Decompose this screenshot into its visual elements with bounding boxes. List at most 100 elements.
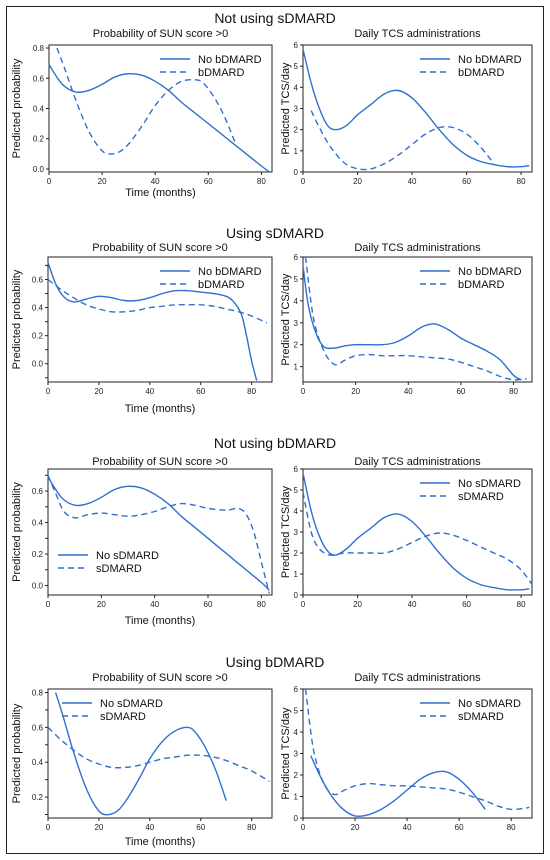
legend-label: No bDMARD (198, 54, 262, 66)
y-tick-label: 5 (294, 707, 299, 716)
chart-title: Probability of SUN score >0 (92, 242, 227, 254)
y-tick-label: 6 (294, 41, 299, 50)
x-tick-label: 0 (301, 387, 306, 396)
x-tick-label: 0 (46, 823, 51, 832)
section-title: Not using sDMARD (214, 10, 335, 26)
x-tick-label: 20 (97, 600, 106, 609)
chart-title: Daily TCS administrations (354, 672, 481, 684)
y-tick-label: 1 (294, 793, 299, 802)
legend-label: No sDMARD (100, 698, 163, 710)
y-tick-label: 0.2 (32, 332, 44, 341)
legend-label: sDMARD (96, 563, 142, 575)
y-tick-label: 0.4 (32, 519, 44, 528)
y-tick-label: 3 (294, 105, 299, 114)
y-tick-label: 0.0 (32, 360, 44, 369)
y-tick-label: 1 (294, 363, 299, 372)
series-line-sdmard (47, 475, 270, 594)
y-axis-label: Predicted TCS/day (280, 485, 292, 578)
y-tick-label: 2 (294, 771, 299, 780)
x-tick-label: 60 (462, 600, 471, 609)
legend-label: bDMARD (198, 279, 245, 291)
y-tick-label: 0.2 (32, 550, 44, 559)
series-line-no-bdmard (302, 265, 522, 381)
legend-label: No bDMARD (458, 54, 522, 66)
y-tick-label: 0.6 (33, 74, 45, 83)
section-title: Using sDMARD (226, 225, 324, 241)
x-tick-label: 0 (46, 387, 51, 396)
legend-label: No bDMARD (198, 266, 262, 278)
series-line-bdmard (56, 47, 236, 155)
x-tick-label: 80 (257, 177, 266, 186)
x-tick-label: 60 (456, 387, 465, 396)
x-axis-label: Time (months) (125, 187, 196, 199)
x-tick-label: 60 (204, 177, 213, 186)
legend-label: sDMARD (458, 491, 504, 503)
x-tick-label: 80 (257, 600, 266, 609)
y-tick-label: 4 (294, 728, 299, 737)
y-tick-label: 0.6 (32, 723, 44, 732)
section-title: Using bDMARD (226, 654, 325, 670)
x-tick-label: 20 (94, 823, 103, 832)
y-tick-label: 0.4 (32, 758, 44, 767)
x-tick-label: 60 (455, 823, 464, 832)
x-tick-label: 20 (351, 387, 360, 396)
y-tick-label: 3 (294, 319, 299, 328)
x-tick-label: 40 (408, 600, 417, 609)
legend-label: No bDMARD (458, 266, 522, 278)
x-tick-label: 0 (301, 600, 306, 609)
plot-frame (47, 468, 273, 596)
x-tick-label: 80 (507, 823, 516, 832)
x-tick-label: 80 (247, 387, 256, 396)
y-tick-label: 5 (294, 62, 299, 71)
x-tick-label: 60 (196, 823, 205, 832)
y-tick-label: 5 (294, 275, 299, 284)
chart-title: Probability of SUN score >0 (92, 456, 227, 468)
y-tick-label: 2 (294, 341, 299, 350)
x-tick-label: 40 (404, 387, 413, 396)
legend-label: bDMARD (198, 67, 245, 79)
legend-label: No sDMARD (458, 698, 521, 710)
series-line-no-sdmard (47, 476, 270, 591)
plot-frame (47, 256, 273, 383)
x-tick-label: 80 (247, 823, 256, 832)
x-axis-label: Time (months) (125, 836, 196, 848)
x-tick-label: 0 (47, 177, 52, 186)
y-tick-label: 0.4 (32, 304, 44, 313)
x-tick-label: 20 (351, 823, 360, 832)
y-tick-label: 6 (294, 465, 299, 474)
y-tick-label: 0.0 (33, 165, 45, 174)
y-tick-label: 3 (294, 528, 299, 537)
y-tick-label: 0 (294, 814, 299, 823)
series-line-bdmard (47, 278, 268, 324)
y-tick-label: 6 (294, 685, 299, 694)
y-tick-label: 0 (294, 168, 299, 177)
y-tick-label: 4 (294, 297, 299, 306)
legend-label: bDMARD (458, 67, 505, 79)
x-tick-label: 20 (98, 177, 107, 186)
chart-title: Probability of SUN score >0 (92, 672, 227, 684)
outer-frame (6, 6, 544, 854)
series-line-no-bdmard (48, 64, 270, 173)
series-line-no-sdmard (302, 473, 530, 591)
x-tick-label: 40 (145, 823, 154, 832)
y-axis-label: Predicted probability (11, 482, 23, 582)
y-tick-label: 0.6 (32, 487, 44, 496)
y-tick-label: 0.8 (33, 44, 45, 53)
x-tick-label: 20 (353, 600, 362, 609)
x-tick-label: 40 (408, 177, 417, 186)
x-tick-label: 80 (509, 387, 518, 396)
y-tick-label: 0.2 (32, 793, 44, 802)
y-tick-label: 0.2 (33, 135, 45, 144)
x-tick-label: 40 (150, 600, 159, 609)
y-tick-label: 1 (294, 147, 299, 156)
y-tick-label: 3 (294, 750, 299, 759)
chart-title: Daily TCS administrations (354, 456, 481, 468)
y-axis-label: Predicted TCS/day (280, 273, 292, 366)
y-tick-label: 2 (294, 126, 299, 135)
series-line-bdmard (310, 110, 495, 171)
y-tick-label: 4 (294, 507, 299, 516)
x-tick-label: 60 (462, 177, 471, 186)
x-tick-label: 80 (517, 177, 526, 186)
